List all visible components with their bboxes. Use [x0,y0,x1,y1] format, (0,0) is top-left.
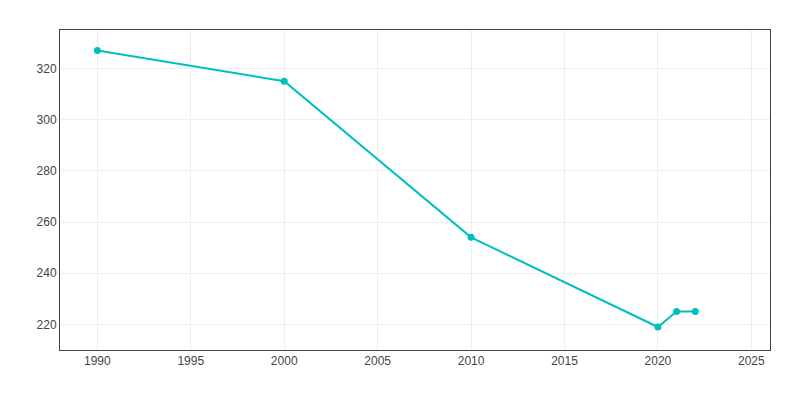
svg-text:220: 220 [37,318,57,332]
svg-text:2025: 2025 [738,354,765,368]
svg-text:240: 240 [37,266,57,280]
svg-text:2015: 2015 [551,354,578,368]
svg-text:2020: 2020 [645,354,672,368]
svg-text:320: 320 [37,62,57,76]
svg-text:2010: 2010 [458,354,485,368]
svg-text:1990: 1990 [84,354,111,368]
svg-text:2005: 2005 [364,354,391,368]
svg-text:260: 260 [37,215,57,229]
svg-text:1995: 1995 [177,354,204,368]
svg-text:280: 280 [37,164,57,178]
svg-text:300: 300 [37,113,57,127]
svg-text:2000: 2000 [271,354,298,368]
